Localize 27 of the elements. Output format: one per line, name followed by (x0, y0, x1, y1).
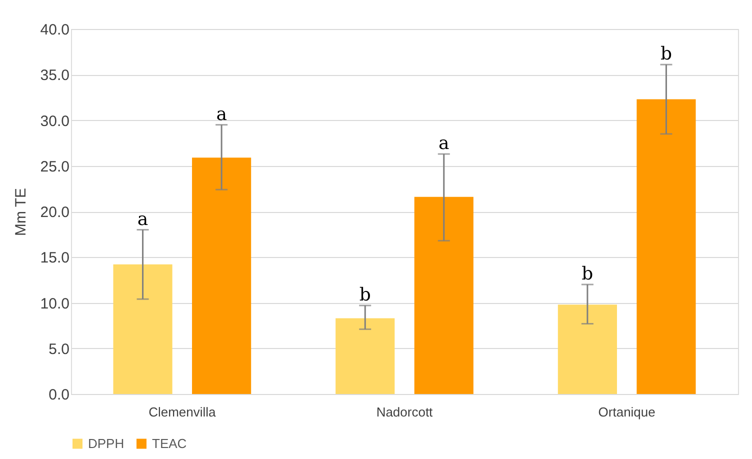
data-label: a (137, 208, 148, 230)
y-tick-label: 0.0 (48, 386, 70, 404)
y-tick-label: 10.0 (40, 295, 70, 312)
y-tick-label: 5.0 (48, 340, 70, 358)
data-label: b (359, 284, 371, 306)
bar (336, 318, 395, 394)
y-tick-label: 15.0 (40, 250, 70, 267)
bar (636, 99, 696, 394)
legend-label: TEAC (152, 436, 187, 451)
bar (558, 304, 617, 394)
data-label: b (582, 264, 594, 284)
x-tick-label: Clemenvilla (148, 404, 217, 420)
legend-label: DPPH (88, 436, 124, 451)
x-tick-label: Ortanique (598, 404, 656, 420)
bar (113, 264, 172, 394)
data-label: b (660, 44, 672, 65)
bar (192, 158, 252, 394)
data-label: a (438, 133, 450, 154)
y-tick-label: 30.0 (40, 112, 70, 130)
y-tick-label: 20.0 (40, 204, 70, 221)
y-tick-label: 40.0 (40, 22, 70, 38)
y-axis-title: Mm TE (12, 188, 30, 236)
data-label: a (216, 104, 228, 125)
x-tick-label: Nadorcott (376, 404, 434, 420)
y-tick-label: 35.0 (40, 67, 70, 84)
bar (414, 196, 474, 394)
y-tick-label: 25.0 (40, 158, 70, 176)
